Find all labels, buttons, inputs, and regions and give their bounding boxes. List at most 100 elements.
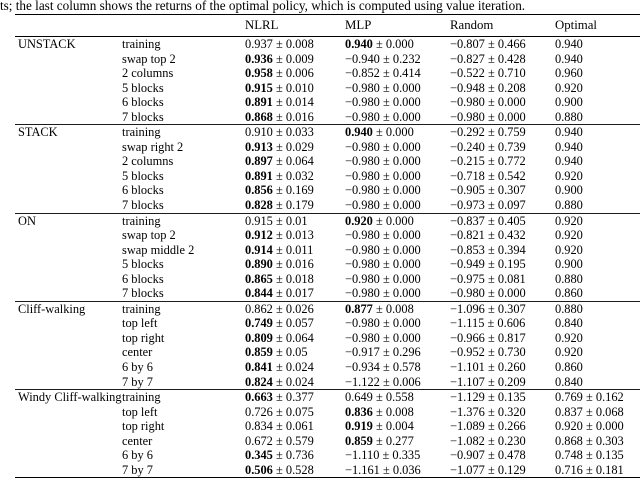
table-row: Windy Cliff-walking training 0.663 ± 0.377…: [15, 390, 640, 405]
cell-mlp-std: ± 0.000: [379, 154, 421, 169]
cell-mlp-mean: 0.919: [345, 419, 373, 434]
table-row: 7 by 7 0.824 ± 0.024 −1.122 ± 0.006 −1.107 …: [15, 375, 640, 390]
table-row: 5 blocks 0.915 ± 0.010 −0.980 ± 0.000 −0.94…: [15, 81, 640, 96]
column-header-nlrl: NLRL: [245, 18, 279, 32]
cell-nlrl-mean: 0.890: [245, 257, 273, 272]
cell-mlp-mean: −0.980: [345, 95, 380, 110]
cell-optimal: 0.837 ± 0.068: [555, 404, 624, 419]
condition-label: 7 blocks: [122, 109, 164, 124]
cell-mlp: 0.940 ± 0.000: [345, 125, 414, 140]
cell-mlp: −0.917 ± 0.296: [345, 345, 421, 360]
condition-label: swap middle 2: [122, 242, 195, 257]
section-on: ON training 0.915 ± 0.01 0.920 ± 0.000 −0.83…: [15, 214, 640, 302]
cell-random: −0.853 ± 0.394: [450, 243, 526, 258]
section-unstack: UNSTACK training 0.937 ± 0.008 0.940 ± 0.00…: [15, 37, 640, 126]
cell-nlrl-std: ± 0.010: [272, 80, 314, 95]
condition-label: 5 blocks: [122, 168, 164, 183]
cell-mlp-mean: −0.980: [345, 80, 380, 95]
cell-nlrl: 0.936 ± 0.009: [245, 52, 314, 67]
condition-label: 5 blocks: [122, 80, 164, 95]
cell-mlp-std: ± 0.578: [379, 360, 421, 375]
cell-mlp-std: ± 0.232: [379, 51, 421, 66]
cell-optimal: 0.920: [555, 80, 583, 95]
cell-random-std: ± 0.710: [484, 66, 526, 81]
cell-mlp-std: ± 0.000: [379, 80, 421, 95]
cell-nlrl-mean: 0.865: [245, 271, 273, 286]
cell-nlrl: 0.841 ± 0.024: [245, 360, 314, 375]
cell-mlp: −1.110 ± 0.335: [345, 448, 420, 463]
cell-optimal: 0.920: [555, 330, 583, 345]
task-group-label: Cliff-walking: [18, 301, 86, 316]
cell-random-std: ± 0.195: [484, 257, 526, 272]
task-group-label: STACK: [18, 125, 58, 140]
cell-random-std: ± 0.135: [484, 390, 526, 405]
cell-optimal: 0.840: [555, 316, 583, 331]
cell-random: −0.980 ± 0.000: [450, 286, 526, 301]
cell-random: −0.821 ± 0.432: [450, 228, 526, 243]
cell-random-std: ± 0.428: [484, 51, 526, 66]
cell-nlrl-mean: 0.913: [245, 139, 273, 154]
cell-optimal: 0.900: [555, 95, 583, 110]
cell-nlrl-std: ± 0.01: [272, 213, 308, 228]
task-group-label: UNSTACK: [18, 37, 76, 51]
cell-mlp-mean: −0.980: [345, 330, 380, 345]
cell-random-std: ± 0.000: [484, 95, 526, 110]
cell-random-mean: −1.376: [450, 404, 485, 419]
cell-random-std: ± 0.320: [484, 404, 526, 419]
cell-random: −1.376 ± 0.320: [450, 405, 526, 420]
cell-random-mean: −1.096: [450, 301, 485, 316]
cell-random: −0.215 ± 0.772: [450, 154, 526, 169]
cell-nlrl: 0.890 ± 0.016: [245, 257, 314, 272]
cell-optimal: 0.880: [555, 109, 583, 124]
cell-mlp-std: ± 0.000: [379, 228, 421, 243]
cell-mlp-std: ± 0.000: [372, 37, 414, 51]
cell-random-std: ± 0.606: [484, 316, 526, 331]
cell-nlrl: 0.913 ± 0.029: [245, 140, 314, 155]
condition-label: top right: [122, 419, 165, 434]
cell-nlrl-mean: 0.937: [245, 37, 273, 51]
condition-label: 7 by 7: [122, 462, 153, 477]
cell-mlp: 0.859 ± 0.277: [345, 434, 414, 449]
cell-mlp-std: ± 0.558: [372, 390, 414, 405]
condition-label: 5 blocks: [122, 257, 164, 272]
cell-mlp-mean: −0.934: [345, 360, 380, 375]
cell-random-std: ± 0.759: [484, 125, 526, 140]
cell-mlp: −0.980 ± 0.000: [345, 169, 421, 184]
cell-mlp-std: ± 0.000: [379, 257, 421, 272]
cell-random-std: ± 0.000: [484, 286, 526, 301]
cell-nlrl-std: ± 0.064: [272, 330, 314, 345]
cell-random-std: ± 0.129: [484, 462, 526, 477]
cell-mlp-mean: −0.940: [345, 51, 380, 66]
cell-random: −0.718 ± 0.542: [450, 169, 526, 184]
cell-random-mean: −0.980: [450, 109, 485, 124]
cell-mlp-std: ± 0.000: [379, 242, 421, 257]
cell-mlp: −0.980 ± 0.000: [345, 95, 421, 110]
cell-mlp-mean: −0.980: [345, 168, 380, 183]
cell-mlp-std: ± 0.000: [372, 125, 414, 140]
cell-random-mean: −0.292: [450, 125, 485, 140]
cell-random-mean: −1.107: [450, 374, 485, 389]
cell-nlrl-mean: 0.891: [245, 95, 273, 110]
cell-nlrl-std: ± 0.064: [272, 154, 314, 169]
cell-random: −0.905 ± 0.307: [450, 183, 526, 198]
condition-label: swap right 2: [122, 139, 184, 154]
cell-random-std: ± 0.097: [484, 198, 526, 213]
cell-optimal: 0.940: [555, 139, 583, 154]
table-caption: ts; the last column shows the returns of…: [0, 0, 526, 13]
cell-random-std: ± 0.478: [484, 448, 526, 463]
table-row: center 0.859 ± 0.05 −0.917 ± 0.296 −0.952 ±…: [15, 345, 640, 360]
cell-nlrl-mean: 0.844: [245, 286, 273, 301]
condition-label: swap top 2: [122, 228, 176, 243]
cell-nlrl: 0.868 ± 0.016: [245, 110, 314, 125]
cell-mlp-std: ± 0.000: [379, 286, 421, 301]
section-windy-cliff-walking: Windy Cliff-walking training 0.663 ± 0.377…: [15, 390, 640, 479]
cell-nlrl-std: ± 0.018: [272, 271, 314, 286]
cell-nlrl: 0.912 ± 0.013: [245, 228, 314, 243]
condition-label: 6 blocks: [122, 183, 164, 198]
table-row: 7 blocks 0.828 ± 0.179 −0.980 ± 0.000 −0.97…: [15, 198, 640, 213]
cell-nlrl: 0.506 ± 0.528: [245, 463, 314, 478]
cell-mlp-mean: −0.980: [345, 286, 380, 301]
cell-mlp: −0.852 ± 0.414: [345, 66, 421, 81]
cell-mlp-std: ± 0.008: [372, 301, 414, 316]
cell-random-mean: −0.905: [450, 183, 485, 198]
